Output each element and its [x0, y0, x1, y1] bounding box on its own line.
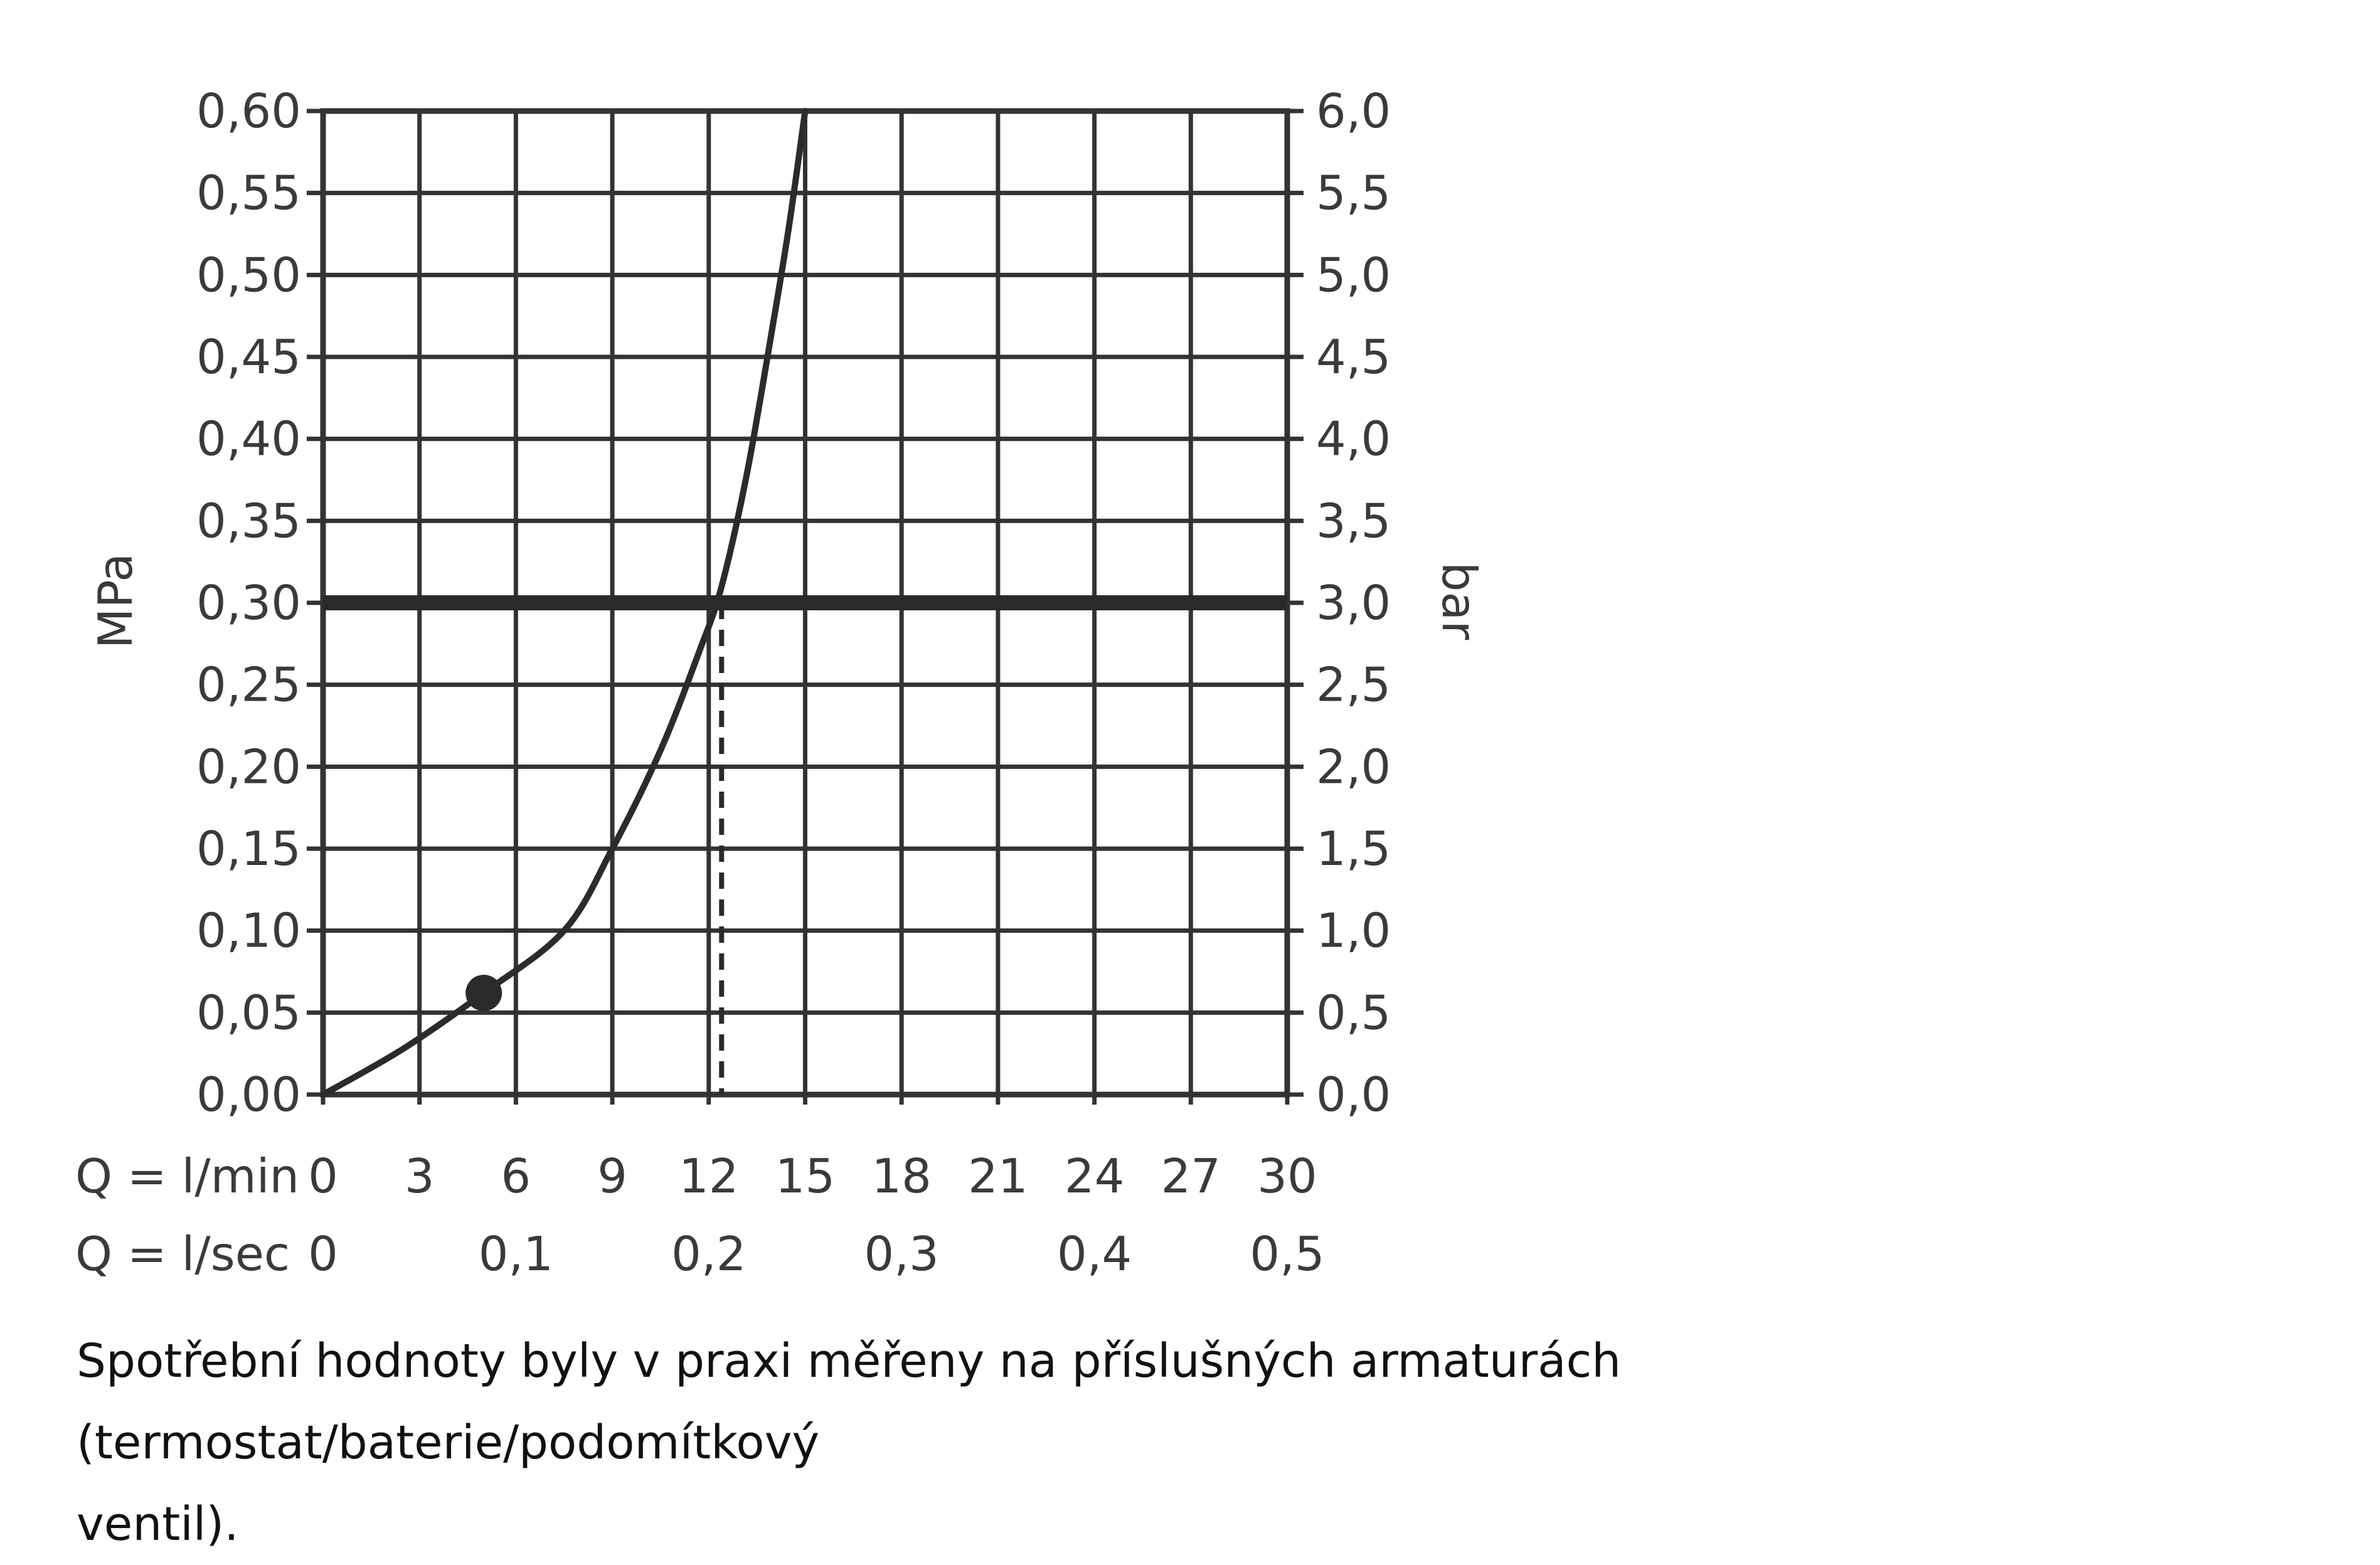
operating-point-marker: [465, 974, 502, 1011]
x-row2-tick-label: 0,2: [671, 1226, 746, 1281]
y-right-tick-label: 5,5: [1316, 166, 1391, 221]
y-right-tick-label: 1,5: [1316, 821, 1391, 876]
y-right-tick-label: 3,5: [1316, 493, 1391, 548]
y-left-tick-label: 0,20: [196, 739, 301, 794]
y-right-tick-label: 5,0: [1316, 247, 1391, 302]
x-row1-tick-label: 6: [501, 1149, 531, 1204]
footnote-line-2: ventil).: [77, 1497, 239, 1551]
y-right-tick-label: 2,0: [1316, 739, 1391, 794]
y-left-tick-label: 0,25: [196, 657, 301, 713]
y-left-tick-label: 0,05: [196, 985, 301, 1040]
y-left-tick-label: 0,15: [196, 821, 301, 876]
flow-pressure-chart: 0,00 0,00,05 0,50,10 1,00,15 1,50,20 2,00,25 2…: [75, 83, 1487, 1281]
y-left-tick-label: 0,50: [196, 247, 301, 302]
x-row2-tick-label: 0,4: [1057, 1226, 1132, 1281]
footnote: Spotřební hodnoty byly v praxi měřeny na…: [77, 1320, 2347, 1565]
y-right-tick-label: 2,5: [1316, 657, 1391, 713]
x-row1-tick-label: 15: [775, 1149, 835, 1204]
y-left-tick-label: 0,35: [196, 493, 301, 548]
footnote-line-1: Spotřební hodnoty byly v praxi měřeny na…: [77, 1334, 1622, 1470]
y-right-tick-label: 4,5: [1316, 329, 1391, 385]
x-row1-tick-label: 18: [871, 1149, 931, 1204]
y-right-tick-label: 0,0: [1316, 1067, 1391, 1122]
x-axis-row1-label: Q = l/min: [75, 1149, 299, 1204]
x-row1-tick-label: 24: [1065, 1149, 1124, 1204]
x-row1-tick-label: 21: [968, 1149, 1028, 1204]
x-row2-tick-label: 0: [308, 1226, 338, 1281]
reference-lines: [323, 595, 1287, 1095]
y-left-tick-label: 0,30: [196, 575, 301, 630]
x-row2-tick-label: 0,3: [864, 1226, 939, 1281]
y-right-tick-label: 1,0: [1316, 903, 1391, 958]
x-axis-row2-label: Q = l/sec: [75, 1226, 290, 1281]
y-left-tick-label: 0,10: [196, 903, 301, 958]
tick-labels: 0,00 0,00,05 0,50,10 1,00,15 1,50,20 2,00,25 2…: [196, 83, 1391, 1281]
x-row1-tick-label: 9: [597, 1149, 627, 1204]
y-right-tick-label: 6,0: [1316, 83, 1391, 139]
y-right-tick-label: 0,5: [1316, 985, 1391, 1040]
x-row1-tick-label: 12: [679, 1149, 738, 1204]
x-row2-tick-label: 0,5: [1250, 1226, 1324, 1281]
y-left-tick-label: 0,00: [196, 1067, 301, 1122]
x-row1-tick-label: 27: [1161, 1149, 1221, 1204]
curve-layer: [320, 108, 809, 1098]
x-row2-tick-label: 0,1: [479, 1226, 553, 1281]
x-row1-tick-label: 30: [1257, 1149, 1317, 1204]
x-row1-tick-label: 3: [405, 1149, 435, 1204]
y-left-tick-label: 0,55: [196, 166, 301, 221]
y-left-tick-label: 0,60: [196, 83, 301, 139]
y-right-tick-label: 4,0: [1316, 411, 1391, 467]
y-axis-left-title: MPa: [88, 553, 143, 649]
y-left-tick-label: 0,45: [196, 329, 301, 385]
y-right-tick-label: 3,0: [1316, 575, 1391, 630]
x-row1-tick-label: 0: [308, 1149, 338, 1204]
y-left-tick-label: 0,40: [196, 411, 301, 467]
y-axis-right-title: bar: [1432, 562, 1487, 640]
